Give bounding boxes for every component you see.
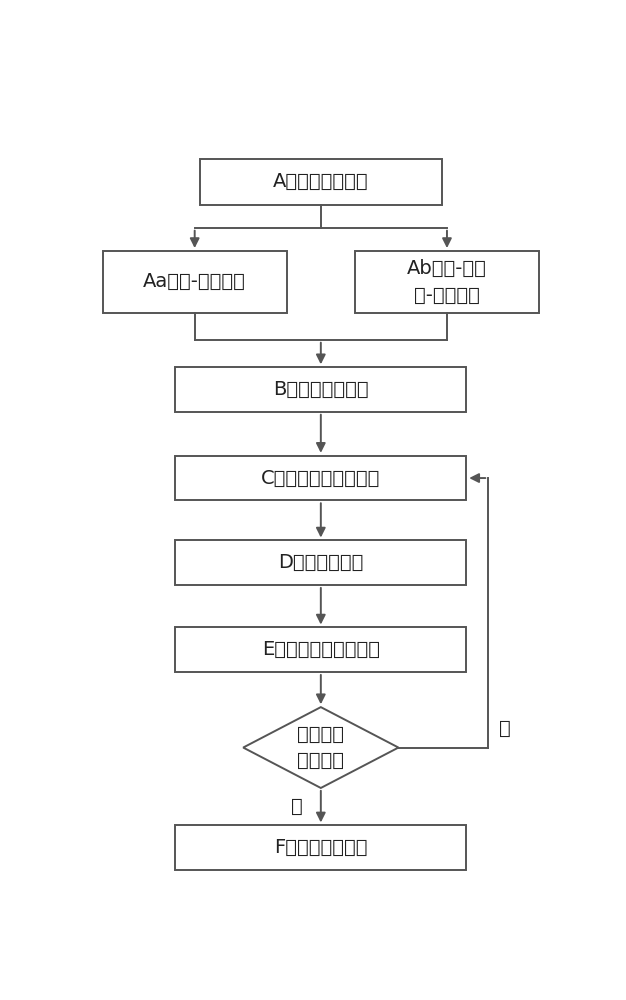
Text: F）构造效率曲面: F）构造效率曲面	[274, 838, 367, 857]
Bar	[175, 540, 466, 585]
Bar	[175, 456, 466, 500]
Text: 是: 是	[290, 797, 302, 816]
Text: 试验工况
全部完成: 试验工况 全部完成	[297, 725, 344, 770]
Bar	[175, 825, 466, 870]
Text: 否: 否	[500, 719, 511, 738]
Text: Ab）气-液或
液-液换热器: Ab）气-液或 液-液换热器	[407, 259, 487, 304]
Text: D）辨识增益値: D）辨识增益値	[278, 553, 364, 572]
Text: B）选取所需工况: B）选取所需工况	[273, 380, 369, 399]
Bar	[175, 367, 466, 412]
Bar	[175, 627, 466, 672]
Polygon shape	[243, 707, 398, 788]
Text: C）设定工况进行试验: C）设定工况进行试验	[261, 469, 381, 488]
Bar	[103, 251, 287, 312]
Bar	[200, 159, 442, 205]
Text: A）构造辨识模型: A）构造辨识模型	[273, 172, 369, 191]
Bar	[355, 251, 539, 312]
Text: E）计算当前工况效率: E）计算当前工况效率	[262, 640, 380, 659]
Text: Aa）气-气换热器: Aa）气-气换热器	[143, 272, 246, 291]
